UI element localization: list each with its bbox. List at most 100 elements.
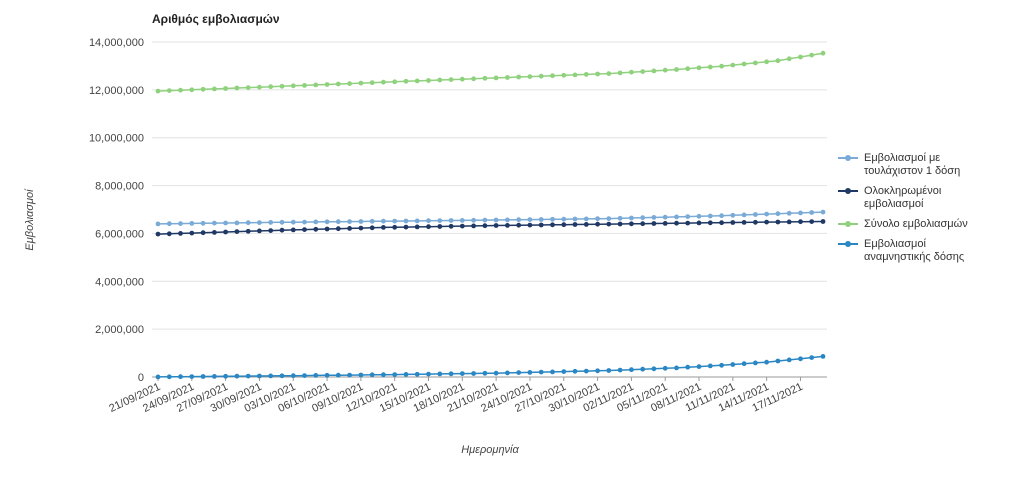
data-point[interactable]	[313, 219, 319, 225]
data-point[interactable]	[707, 220, 713, 226]
data-point[interactable]	[741, 212, 747, 218]
data-point[interactable]	[245, 85, 251, 90]
data-point[interactable]	[719, 213, 724, 219]
data-point[interactable]	[696, 220, 702, 226]
data-point[interactable]	[764, 359, 769, 365]
data-point[interactable]	[381, 218, 386, 224]
data-point[interactable]	[324, 372, 330, 378]
data-point[interactable]	[155, 88, 161, 94]
data-point[interactable]	[482, 217, 488, 223]
data-point[interactable]	[268, 220, 274, 225]
data-point[interactable]	[189, 221, 195, 226]
data-point[interactable]	[178, 231, 183, 236]
data-point[interactable]	[617, 367, 623, 373]
data-point[interactable]	[820, 354, 826, 359]
data-point[interactable]	[459, 371, 465, 376]
data-point[interactable]	[482, 223, 488, 229]
data-point[interactable]	[155, 374, 161, 380]
data-point[interactable]	[392, 372, 398, 377]
data-point[interactable]	[381, 372, 386, 378]
data-point[interactable]	[719, 220, 724, 226]
data-point[interactable]	[550, 369, 555, 375]
legend-item-fully-vaccinated[interactable]: Ολοκληρωμένοι εμβολιασμοί	[838, 185, 1018, 211]
data-point[interactable]	[820, 209, 826, 215]
data-point[interactable]	[629, 221, 634, 227]
data-point[interactable]	[335, 372, 341, 378]
data-point[interactable]	[347, 226, 352, 231]
data-point[interactable]	[505, 370, 510, 376]
data-point[interactable]	[730, 220, 736, 225]
data-point[interactable]	[572, 222, 578, 227]
data-point[interactable]	[640, 221, 646, 227]
data-point[interactable]	[313, 373, 319, 378]
data-point[interactable]	[809, 52, 815, 58]
data-point[interactable]	[583, 368, 589, 374]
data-point[interactable]	[516, 370, 522, 375]
data-point[interactable]	[403, 218, 409, 224]
data-point[interactable]	[302, 373, 307, 378]
data-point[interactable]	[223, 220, 229, 226]
data-point[interactable]	[617, 70, 623, 76]
data-point[interactable]	[392, 79, 398, 85]
data-point[interactable]	[527, 217, 533, 223]
data-point[interactable]	[538, 217, 544, 222]
data-point[interactable]	[674, 67, 679, 72]
data-point[interactable]	[707, 363, 713, 369]
data-point[interactable]	[685, 220, 691, 226]
data-point[interactable]	[685, 364, 691, 370]
data-point[interactable]	[290, 83, 296, 89]
data-point[interactable]	[674, 220, 679, 226]
data-point[interactable]	[640, 366, 646, 372]
data-point[interactable]	[516, 217, 522, 223]
data-point[interactable]	[414, 218, 420, 224]
data-point[interactable]	[324, 226, 330, 232]
data-point[interactable]	[392, 218, 398, 224]
data-point[interactable]	[369, 225, 375, 231]
data-point[interactable]	[719, 362, 724, 368]
data-point[interactable]	[685, 214, 691, 220]
data-point[interactable]	[268, 228, 274, 234]
data-point[interactable]	[448, 371, 454, 377]
data-point[interactable]	[324, 219, 330, 225]
data-point[interactable]	[403, 372, 409, 377]
data-point[interactable]	[595, 71, 600, 77]
data-point[interactable]	[369, 80, 375, 86]
data-point[interactable]	[696, 65, 702, 71]
data-point[interactable]	[437, 218, 443, 224]
data-point[interactable]	[753, 60, 758, 66]
data-point[interactable]	[335, 81, 341, 87]
data-point[interactable]	[741, 61, 747, 67]
data-point[interactable]	[178, 87, 183, 93]
data-point[interactable]	[392, 224, 398, 230]
data-point[interactable]	[572, 216, 578, 222]
data-point[interactable]	[437, 224, 443, 229]
data-point[interactable]	[775, 211, 781, 217]
data-point[interactable]	[257, 228, 262, 234]
data-point[interactable]	[426, 218, 431, 224]
data-point[interactable]	[448, 77, 454, 82]
data-point[interactable]	[358, 80, 364, 86]
data-point[interactable]	[786, 56, 792, 62]
data-point[interactable]	[448, 218, 454, 223]
data-point[interactable]	[595, 368, 600, 374]
data-point[interactable]	[426, 371, 431, 377]
data-point[interactable]	[290, 219, 296, 225]
data-point[interactable]	[290, 373, 296, 379]
data-point[interactable]	[798, 54, 803, 60]
data-point[interactable]	[730, 212, 736, 218]
data-point[interactable]	[775, 358, 781, 364]
data-point[interactable]	[527, 222, 533, 228]
data-point[interactable]	[245, 228, 251, 234]
data-point[interactable]	[617, 221, 623, 227]
data-point[interactable]	[820, 219, 826, 224]
data-point[interactable]	[245, 373, 251, 379]
data-point[interactable]	[798, 210, 803, 216]
data-point[interactable]	[459, 76, 465, 82]
data-point[interactable]	[606, 71, 612, 76]
data-point[interactable]	[606, 216, 612, 222]
data-point[interactable]	[403, 224, 409, 230]
data-point[interactable]	[471, 76, 476, 82]
data-point[interactable]	[279, 219, 285, 225]
data-point[interactable]	[178, 221, 183, 227]
data-point[interactable]	[505, 217, 510, 223]
